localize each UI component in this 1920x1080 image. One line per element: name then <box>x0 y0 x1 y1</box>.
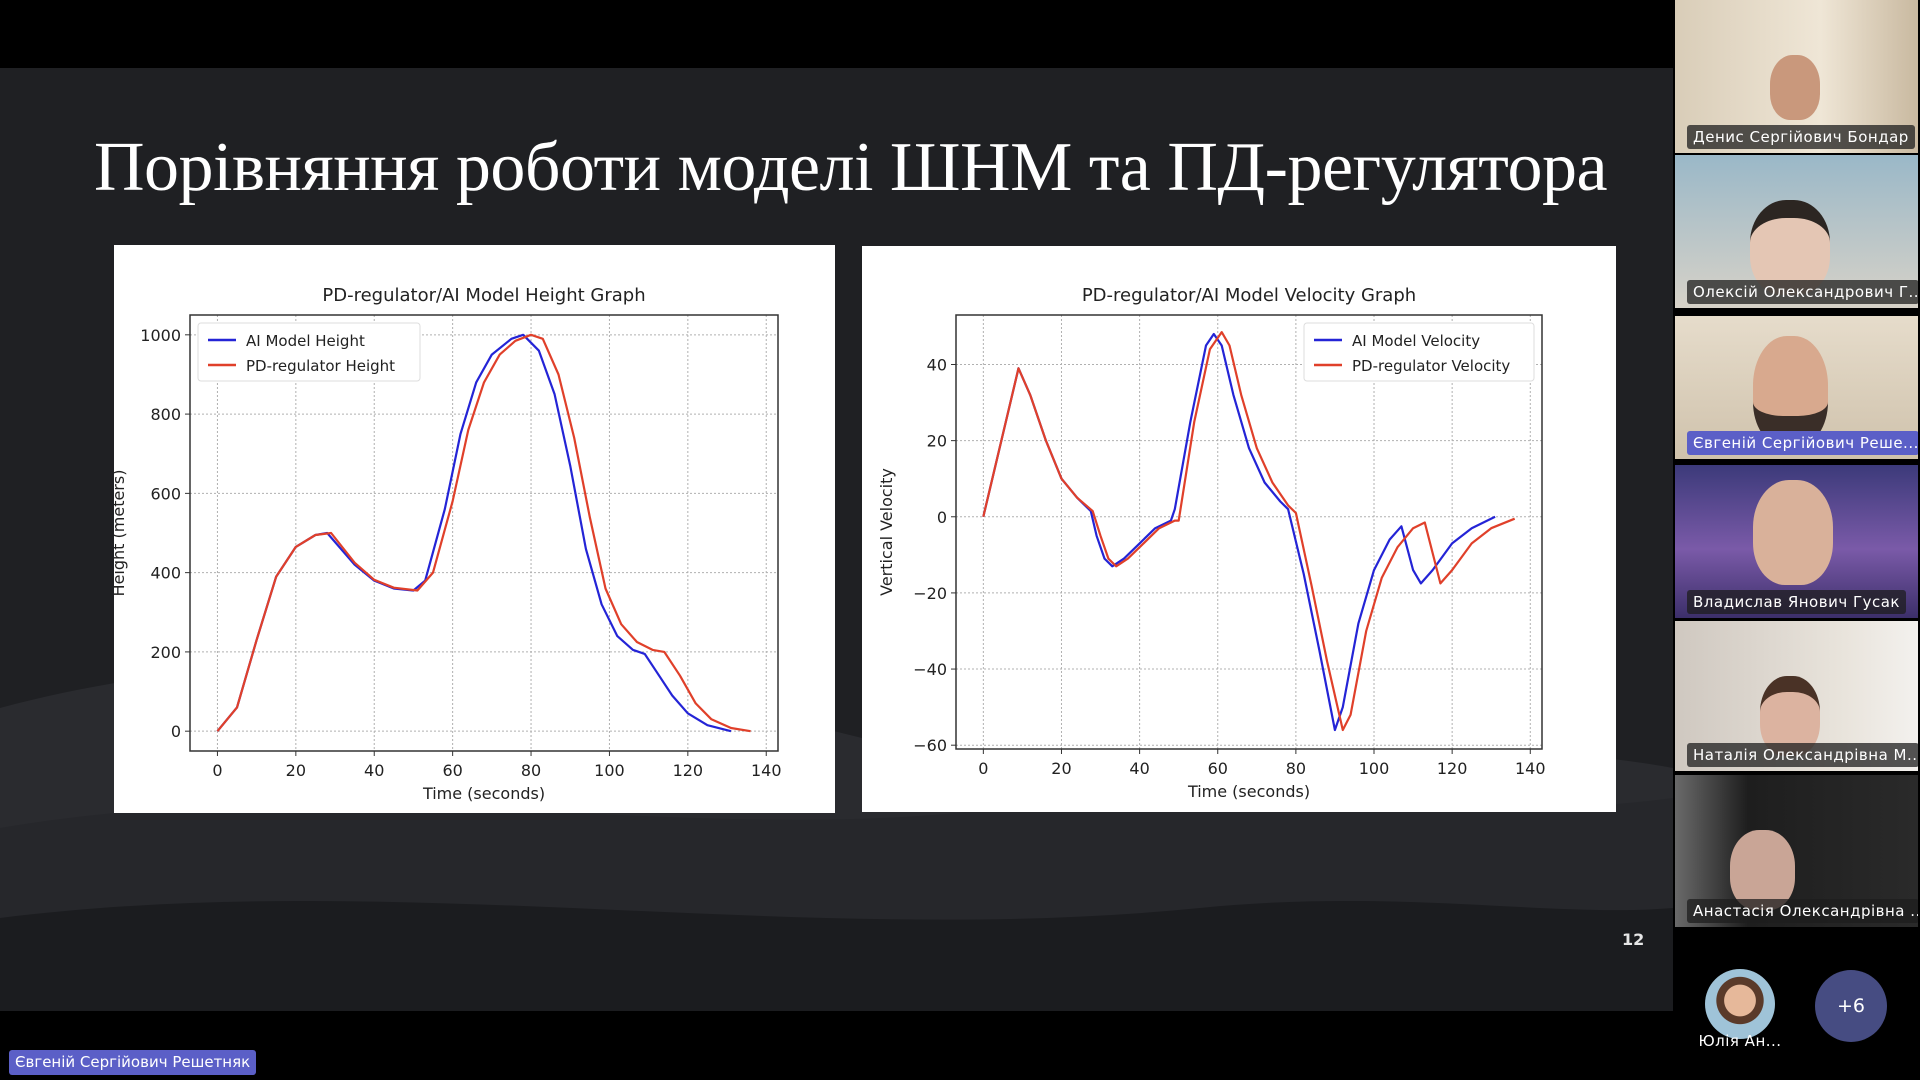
participant-avatar[interactable] <box>1705 969 1775 1039</box>
legend-label: AI Model Height <box>246 332 365 350</box>
shared-slide: Порівняння роботи моделі ШНМ та ПД-регул… <box>0 68 1673 1011</box>
top-bar <box>0 0 1673 68</box>
y-axis-label: Vertical Velocity <box>877 468 896 596</box>
y-tick-label: 400 <box>150 564 181 583</box>
legend-label: PD-regulator Height <box>246 357 395 375</box>
x-tick-label: 80 <box>1286 759 1306 778</box>
participant-tile[interactable]: Анастасія Олександрівна ... <box>1675 775 1918 927</box>
y-tick-label: 0 <box>937 508 947 527</box>
x-axis-label: Time (seconds) <box>422 784 545 803</box>
legend-label: AI Model Velocity <box>1352 332 1480 350</box>
x-tick-label: 40 <box>1129 759 1149 778</box>
chart-title: PD-regulator/AI Model Velocity Graph <box>1082 285 1416 306</box>
slide-page-number: 12 <box>1622 930 1645 949</box>
x-tick-label: 80 <box>521 761 541 780</box>
x-axis-label: Time (seconds) <box>1187 782 1310 801</box>
participant-video <box>1770 55 1820 120</box>
participant-name: Наталія Олександрівна М... <box>1687 743 1918 767</box>
height-chart: PD-regulator/AI Model Height Graph 0 20 40 6… <box>114 245 835 813</box>
participant-tile[interactable]: Владислав Янович Гусак <box>1675 465 1918 618</box>
y-tick-label: 20 <box>927 432 947 451</box>
participant-name: Анастасія Олександрівна ... <box>1687 899 1918 923</box>
legend-box <box>197 322 421 382</box>
y-tick-label: 40 <box>927 355 947 374</box>
y-tick-label: 200 <box>150 643 181 662</box>
y-tick-label: 1000 <box>140 326 181 345</box>
more-participants-button[interactable]: +6 <box>1815 970 1887 1042</box>
participant-name: Юлія Ан... <box>1698 1032 1782 1050</box>
plot-frame <box>955 314 1543 750</box>
participant-name: Владислав Янович Гусак <box>1687 590 1906 614</box>
participant-video <box>1750 200 1830 295</box>
legend-box <box>1303 322 1535 382</box>
x-tick-label: 140 <box>751 761 782 780</box>
velocity-chart-svg: PD-regulator/AI Model Velocity Graph 0 20 4… <box>877 285 1546 801</box>
series-line-pd-regulator <box>982 331 1516 732</box>
x-tick-label: 60 <box>1208 759 1228 778</box>
x-tick-label: 100 <box>1359 759 1390 778</box>
participant-name: Денис Сергійович Бондар <box>1687 125 1915 149</box>
x-tick-label: 20 <box>1051 759 1071 778</box>
participant-tile[interactable]: Євгеній Сергійович Реше... <box>1675 316 1918 459</box>
x-tick-label: 0 <box>212 761 222 780</box>
participant-tile[interactable]: Олексій Олександрович Г... <box>1675 155 1918 308</box>
x-tick-label: 100 <box>594 761 625 780</box>
participant-video <box>1753 336 1828 446</box>
y-tick-label: −40 <box>913 660 947 679</box>
participant-tile[interactable]: Денис Сергійович Бондар <box>1675 0 1918 153</box>
velocity-chart: PD-regulator/AI Model Velocity Graph 0 20 4… <box>862 246 1616 812</box>
height-chart-svg: PD-regulator/AI Model Height Graph 0 20 40 6… <box>114 285 782 803</box>
participant-tile[interactable]: Наталія Олександрівна М... <box>1675 621 1918 771</box>
slide-title: Порівняння роботи моделі ШНМ та ПД-регул… <box>94 129 1608 206</box>
plot-frame <box>189 314 779 752</box>
y-tick-label: 600 <box>150 484 181 503</box>
series-line-ai-model <box>216 333 732 733</box>
active-speaker-label: Євгеній Сергійович Решетняк <box>9 1050 257 1075</box>
legend-label: PD-regulator Velocity <box>1352 357 1510 375</box>
participant-video <box>1753 480 1833 585</box>
x-tick-label: 60 <box>442 761 462 780</box>
x-tick-label: 40 <box>364 761 384 780</box>
x-tick-label: 140 <box>1515 759 1546 778</box>
x-tick-label: 0 <box>978 759 988 778</box>
series-line-ai-model <box>982 332 1496 732</box>
y-tick-label: −20 <box>913 584 947 603</box>
slide-wave-decoration <box>0 900 1673 1011</box>
x-tick-label: 120 <box>1437 759 1468 778</box>
y-tick-label: 0 <box>171 722 181 741</box>
x-tick-label: 120 <box>673 761 704 780</box>
participant-video <box>1760 676 1820 756</box>
x-tick-label: 20 <box>286 761 306 780</box>
participants-panel: Денис Сергійович Бондар Олексій Олександ… <box>1673 0 1920 1080</box>
y-axis-label: Height (meters) <box>114 470 128 597</box>
y-tick-label: 800 <box>150 405 181 424</box>
series-line-pd-regulator <box>216 333 751 733</box>
bottom-bar <box>0 1011 1673 1080</box>
chart-title: PD-regulator/AI Model Height Graph <box>322 285 645 306</box>
participant-video <box>1730 830 1795 910</box>
participant-name: Євгеній Сергійович Реше... <box>1687 431 1918 455</box>
y-tick-label: −60 <box>913 736 947 755</box>
participant-name: Олексій Олександрович Г... <box>1687 280 1918 304</box>
